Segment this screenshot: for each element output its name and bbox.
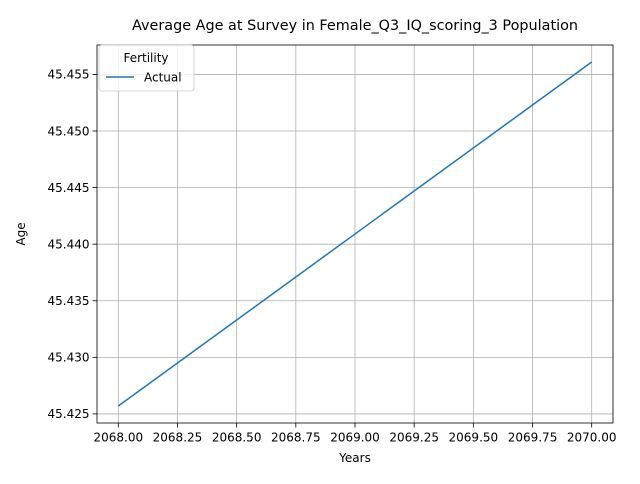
x-tick-label: 2068.75 (271, 431, 321, 445)
x-axis-ticks: 2068.00 2068.25 2068.50 2068.75 2069.00 2069.… (93, 423, 617, 445)
x-tick-label: 2068.00 (93, 431, 143, 445)
y-tick-label: 45.435 (48, 294, 90, 308)
x-tick-label: 2069.25 (389, 431, 439, 445)
legend-box (98, 44, 195, 92)
x-tick-label: 2069.00 (330, 431, 380, 445)
chart-title: Average Age at Survey in Female_Q3_IQ_sc… (132, 18, 578, 34)
legend-label-actual: Actual (144, 71, 182, 85)
legend-title: Fertility (123, 51, 168, 65)
y-axis-ticks: 45.425 45.430 45.435 45.440 45.445 45.450 45.4… (48, 68, 97, 421)
legend: Fertility Actual (98, 44, 195, 92)
series-line-actual (117, 61, 593, 407)
x-tick-label: 2069.75 (508, 431, 558, 445)
series-layer (117, 61, 593, 407)
y-axis-label: Age (14, 222, 28, 245)
y-tick-label: 45.425 (48, 407, 90, 421)
y-tick-label: 45.440 (48, 237, 90, 251)
y-tick-label: 45.450 (48, 124, 90, 138)
y-tick-label: 45.455 (48, 68, 90, 82)
x-tick-label: 2068.25 (153, 431, 203, 445)
x-tick-label: 2068.50 (212, 431, 262, 445)
y-tick-label: 45.430 (48, 351, 90, 365)
y-tick-label: 45.445 (48, 181, 90, 195)
x-axis-label: Years (338, 451, 371, 465)
x-tick-label: 2070.00 (567, 431, 617, 445)
x-tick-label: 2069.50 (449, 431, 499, 445)
